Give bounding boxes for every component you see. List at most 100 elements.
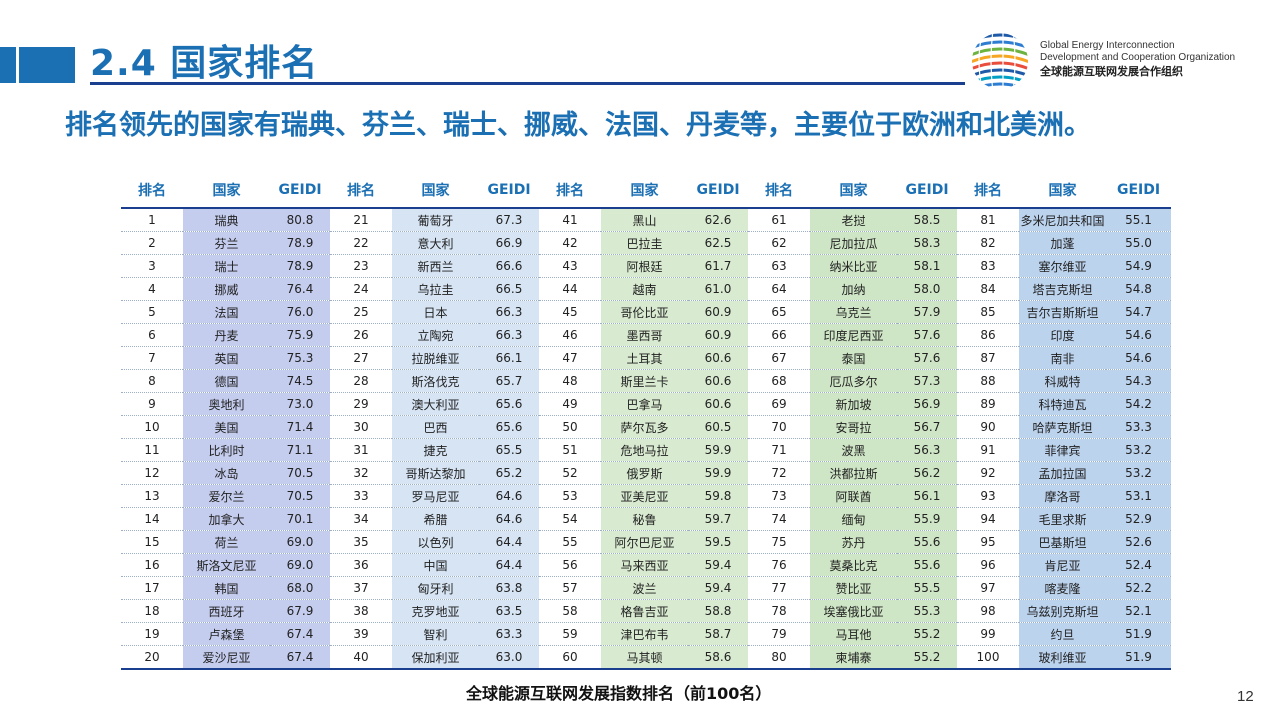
organization-name-en-line1: Global Energy Interconnection <box>1040 40 1175 51</box>
rank-cell: 53 <box>539 484 601 508</box>
column-header: GEIDI <box>1106 172 1171 209</box>
slide-subtitle: 排名领先的国家有瑞典、芬兰、瑞士、挪威、法国、丹麦等，主要位于欧洲和北美洲。 <box>65 110 1091 141</box>
geidi-cell: 59.7 <box>688 507 748 531</box>
rank-cell: 67 <box>748 346 810 370</box>
country-cell: 捷克 <box>392 438 479 462</box>
country-cell: 斯洛伐克 <box>392 369 479 393</box>
country-cell: 澳大利亚 <box>392 392 479 416</box>
rank-cell: 54 <box>539 507 601 531</box>
rank-cell: 21 <box>330 208 392 232</box>
rank-cell: 28 <box>330 369 392 393</box>
rank-cell: 73 <box>748 484 810 508</box>
rank-cell: 13 <box>121 484 183 508</box>
table-row: 6 丹麦 75.9 26 立陶宛 66.3 46 墨西哥 60.9 66 印度尼西亚 57.6 86 印度… <box>121 323 1171 347</box>
rank-cell: 34 <box>330 507 392 531</box>
country-cell: 英国 <box>183 346 270 370</box>
country-cell: 埃塞俄比亚 <box>810 599 897 623</box>
country-cell: 津巴布韦 <box>601 622 688 646</box>
country-cell: 爱尔兰 <box>183 484 270 508</box>
table-row: 9 奥地利 73.0 29 澳大利亚 65.6 49 巴拿马 60.6 69 新加坡 56.9 89 科特… <box>121 392 1171 416</box>
country-cell: 丹麦 <box>183 323 270 347</box>
rank-cell: 36 <box>330 553 392 577</box>
rank-cell: 63 <box>748 254 810 278</box>
geidi-cell: 56.1 <box>897 484 957 508</box>
country-cell: 科特迪瓦 <box>1019 392 1106 416</box>
country-cell: 新西兰 <box>392 254 479 278</box>
rank-cell: 25 <box>330 300 392 324</box>
rank-cell: 19 <box>121 622 183 646</box>
geidi-cell: 61.7 <box>688 254 748 278</box>
geidi-cell: 56.3 <box>897 438 957 462</box>
geidi-cell: 65.6 <box>479 415 539 439</box>
geidi-cell: 53.2 <box>1106 461 1171 485</box>
organization-logo-icon <box>972 33 1028 89</box>
rank-cell: 42 <box>539 231 601 255</box>
geidi-cell: 57.6 <box>897 323 957 347</box>
table-row: 19 卢森堡 67.4 39 智利 63.3 59 津巴布韦 58.7 79 马耳他 55.2 99 约旦… <box>121 622 1171 646</box>
geidi-cell: 60.9 <box>688 323 748 347</box>
country-cell: 芬兰 <box>183 231 270 255</box>
rank-cell: 11 <box>121 438 183 462</box>
rank-cell: 76 <box>748 553 810 577</box>
rank-cell: 80 <box>748 645 810 670</box>
country-cell: 哈萨克斯坦 <box>1019 415 1106 439</box>
country-cell: 墨西哥 <box>601 323 688 347</box>
country-cell: 塔吉克斯坦 <box>1019 277 1106 301</box>
column-header: GEIDI <box>897 172 957 209</box>
country-cell: 柬埔寨 <box>810 645 897 670</box>
country-cell: 马来西亚 <box>601 553 688 577</box>
geidi-cell: 57.6 <box>897 346 957 370</box>
geidi-cell: 55.5 <box>897 576 957 600</box>
country-cell: 乌兹别克斯坦 <box>1019 599 1106 623</box>
geidi-cell: 60.6 <box>688 346 748 370</box>
geidi-cell: 55.3 <box>897 599 957 623</box>
rank-cell: 98 <box>957 599 1019 623</box>
table-row: 13 爱尔兰 70.5 33 罗马尼亚 64.6 53 亚美尼亚 59.8 73 阿联酋 56.1 93… <box>121 484 1171 508</box>
country-cell: 喀麦隆 <box>1019 576 1106 600</box>
rank-cell: 72 <box>748 461 810 485</box>
geidi-cell: 55.6 <box>897 530 957 554</box>
organization-name-cn: 全球能源互联网发展合作组织 <box>1040 65 1183 78</box>
country-cell: 卢森堡 <box>183 622 270 646</box>
geidi-cell: 61.0 <box>688 277 748 301</box>
rank-cell: 22 <box>330 231 392 255</box>
rank-cell: 71 <box>748 438 810 462</box>
geidi-cell: 66.5 <box>479 277 539 301</box>
country-cell: 匈牙利 <box>392 576 479 600</box>
geidi-cell: 54.9 <box>1106 254 1171 278</box>
geidi-cell: 66.1 <box>479 346 539 370</box>
geidi-cell: 76.4 <box>270 277 330 301</box>
column-header: GEIDI <box>270 172 330 209</box>
geidi-cell: 67.4 <box>270 622 330 646</box>
geidi-cell: 66.3 <box>479 300 539 324</box>
country-cell: 新加坡 <box>810 392 897 416</box>
rank-cell: 87 <box>957 346 1019 370</box>
rank-cell: 24 <box>330 277 392 301</box>
country-cell: 莫桑比克 <box>810 553 897 577</box>
rank-cell: 14 <box>121 507 183 531</box>
column-header: 国家 <box>810 172 897 209</box>
geidi-cell: 64.6 <box>479 484 539 508</box>
geidi-cell: 58.6 <box>688 645 748 670</box>
rank-cell: 50 <box>539 415 601 439</box>
table-row: 11 比利时 71.1 31 捷克 65.5 51 危地马拉 59.9 71 波黑 56.3 91 菲律宾… <box>121 438 1171 462</box>
rank-cell: 84 <box>957 277 1019 301</box>
table-row: 17 韩国 68.0 37 匈牙利 63.8 57 波兰 59.4 77 赞比亚 55.5 97 喀麦隆 5… <box>121 576 1171 600</box>
rank-cell: 56 <box>539 553 601 577</box>
rank-cell: 79 <box>748 622 810 646</box>
geidi-cell: 56.2 <box>897 461 957 485</box>
geidi-cell: 52.4 <box>1106 553 1171 577</box>
geidi-cell: 65.6 <box>479 392 539 416</box>
geidi-cell: 68.0 <box>270 576 330 600</box>
country-cell: 乌拉圭 <box>392 277 479 301</box>
table-body: 1 瑞典 80.8 21 葡萄牙 67.3 41 黑山 62.6 61 老挝 58.5 81 多米尼加共和… <box>121 208 1171 670</box>
geidi-cell: 54.3 <box>1106 369 1171 393</box>
country-cell: 巴拉圭 <box>601 231 688 255</box>
rank-cell: 15 <box>121 530 183 554</box>
country-cell: 摩洛哥 <box>1019 484 1106 508</box>
country-cell: 立陶宛 <box>392 323 479 347</box>
rank-cell: 10 <box>121 415 183 439</box>
rank-cell: 47 <box>539 346 601 370</box>
rank-cell: 57 <box>539 576 601 600</box>
country-cell: 冰岛 <box>183 461 270 485</box>
